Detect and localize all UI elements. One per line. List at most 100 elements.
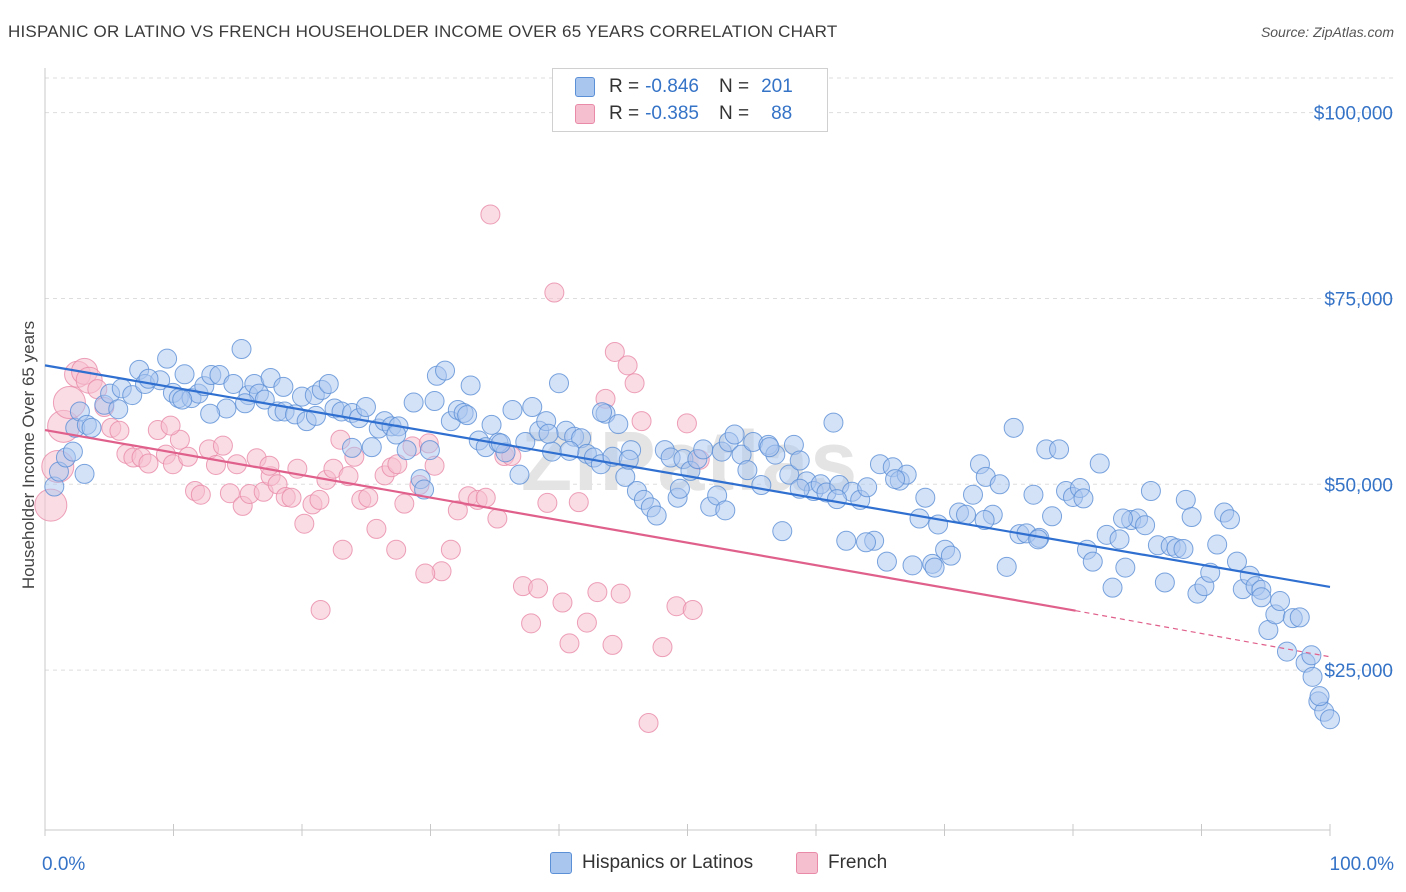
data-point-hispanic [996,556,1017,577]
legend-swatch-hispanic [575,77,595,97]
tick-labels: $100,000 $75,000 $50,000 $25,000 0.0% 100.0% H… [19,104,1394,875]
legend-n-label: N = [718,103,750,124]
legend-r-value: -0.846 [645,76,699,97]
data-point-hispanic [779,464,800,485]
data-point-french [366,518,387,539]
data-point-hispanic [318,373,339,394]
data-point-hispanic [823,412,844,433]
data-point-hispanic [1251,587,1272,608]
data-point-hispanic [342,437,363,458]
data-point-hispanic [789,450,810,471]
trend-line-hispanic [44,364,1331,588]
data-point-french [415,563,436,584]
data-point-hispanic [522,396,543,417]
data-point-hispanic [1073,488,1094,509]
trend-lines [44,364,1331,658]
data-point-hispanic [481,414,502,435]
data-point-hispanic [962,484,983,505]
data-point-french [294,513,315,534]
data-point-hispanic [1109,529,1130,550]
y-tick-label: $50,000 [1324,475,1393,496]
data-point-french [544,282,565,303]
data-point-hispanic [856,532,877,553]
data-point-hispanic [724,424,745,445]
data-point-french [310,599,331,620]
data-point-french [521,613,542,634]
data-point-hispanic [646,505,667,526]
data-point-french [638,712,659,733]
data-point-french [259,455,280,476]
data-point-hispanic [122,385,143,406]
data-point-hispanic [1049,439,1070,460]
data-point-french [212,435,233,456]
data-point-french [576,612,597,633]
data-point-french [666,596,687,617]
data-point-hispanic [885,469,906,490]
data-point-hispanic [1309,686,1330,707]
data-point-hispanic [1173,538,1194,559]
data-point-hispanic [1003,417,1024,438]
data-point-french [624,373,645,394]
data-point-hispanic [396,440,417,461]
data-point-hispanic [1140,481,1161,502]
data-point-hispanic [789,478,810,499]
data-point-hispanic [273,376,294,397]
data-point-hispanic [157,348,178,369]
data-point-hispanic [836,530,857,551]
data-point-hispanic [1320,709,1340,730]
data-point-hispanic [424,391,445,412]
data-point-hispanic [174,364,195,385]
data-point-hispanic [759,437,780,458]
data-point-french [528,578,549,599]
data-point-french [109,420,130,441]
data-point-hispanic [457,405,478,426]
data-point-french [568,492,589,513]
data-point-french [394,493,415,514]
data-point-hispanic [1301,645,1322,666]
data-point-hispanic [231,339,252,360]
y-axis-title: Householder Income Over 65 years [19,321,38,589]
data-point-french [440,539,461,560]
data-point-hispanic [403,392,424,413]
legend-swatch-french [796,852,818,874]
data-point-french [219,483,240,504]
data-point-hispanic [223,373,244,394]
data-point-hispanic [1289,607,1310,628]
data-point-hispanic [1023,484,1044,505]
data-point-hispanic [1089,453,1110,474]
data-point-hispanic [715,500,736,521]
data-point-hispanic [1181,507,1202,528]
stats-legend: R = -0.846 N = 201 R = -0.385 N = 88 [552,68,828,132]
data-point-french [358,487,379,508]
data-point-hispanic [1115,557,1136,578]
chart-source: Source: ZipAtlas.com [1260,24,1394,40]
data-point-french [338,466,359,487]
y-tick-label: $100,000 [1314,104,1393,125]
data-point-french [387,454,408,475]
x-tick-label: 100.0% [1330,854,1395,875]
data-point-hispanic [1082,551,1103,572]
data-point-french [487,508,508,529]
data-point-french [617,355,638,376]
data-point-hispanic [1269,591,1290,612]
legend-r-label: R = [609,76,640,97]
data-point-french [559,633,580,654]
data-point-hispanic [1302,666,1323,687]
data-point-hispanic [172,389,193,410]
legend-n-value: 88 [771,103,793,124]
data-point-hispanic [693,439,714,460]
data-point-hispanic [1276,641,1297,662]
grid-lines [45,77,1395,671]
legend-label-hispanic: Hispanics or Latinos [582,852,754,873]
legend-swatch-french [575,104,595,124]
data-point-french [552,592,573,613]
data-point-hispanic [538,423,559,444]
data-point-hispanic [751,475,772,496]
data-point-hispanic [974,509,995,530]
legend-r-value: -0.385 [645,103,699,124]
data-point-hispanic [361,437,382,458]
data-point-hispanic [355,396,376,417]
data-point-french [475,487,496,508]
data-point-hispanic [1207,534,1228,555]
